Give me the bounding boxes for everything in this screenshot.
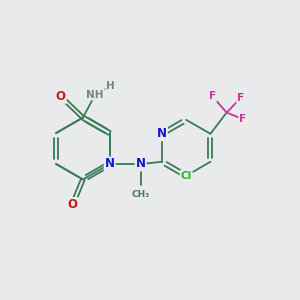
- Text: N: N: [105, 158, 115, 170]
- Text: Cl: Cl: [181, 171, 192, 181]
- Text: NH: NH: [86, 90, 104, 100]
- Text: F: F: [209, 92, 216, 101]
- Text: F: F: [237, 93, 244, 103]
- Text: F: F: [239, 114, 246, 124]
- Text: H: H: [106, 81, 115, 92]
- Text: N: N: [136, 158, 146, 170]
- Text: O: O: [68, 198, 78, 211]
- Text: CH₃: CH₃: [131, 190, 150, 200]
- Text: O: O: [56, 90, 66, 103]
- Text: N: N: [157, 127, 167, 140]
